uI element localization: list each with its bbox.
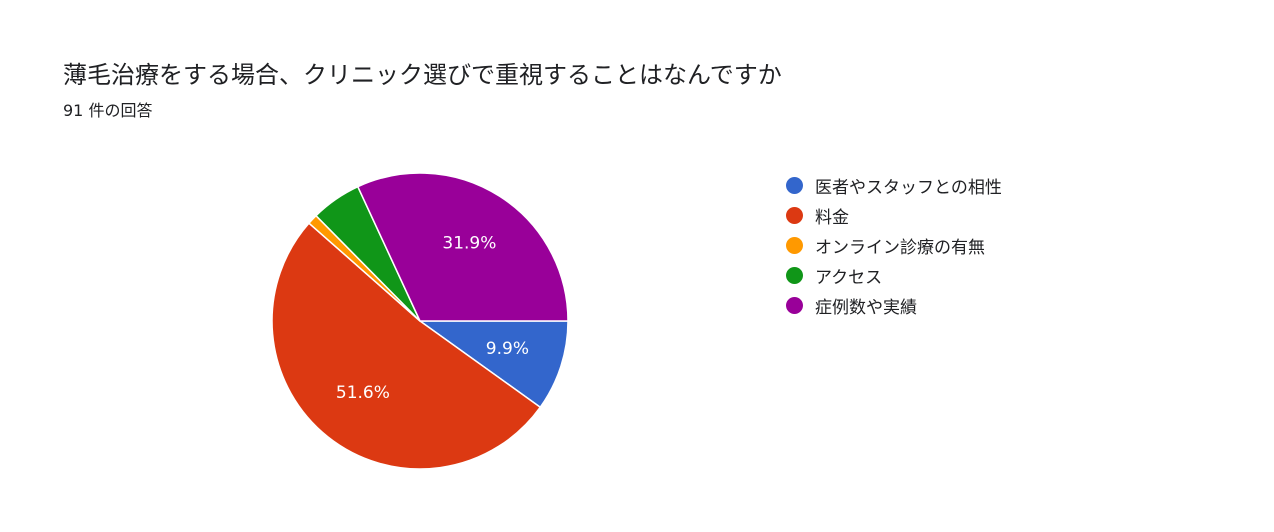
legend-label: アクセス [815, 267, 883, 288]
chart-legend: 医者やスタッフとの相性 料金オンライン診療の有無 アクセス症例数や実績 [786, 170, 1002, 320]
legend-label: 症例数や実績 [815, 297, 917, 318]
legend-item[interactable]: アクセス [786, 260, 1002, 290]
legend-label: 料金 [815, 207, 849, 228]
legend-label: オンライン診療の有無 [815, 237, 985, 258]
legend-item[interactable]: 症例数や実績 [786, 290, 1002, 320]
legend-swatch-icon [786, 176, 803, 194]
legend-item[interactable]: オンライン診療の有無 [786, 230, 1002, 260]
legend-item[interactable]: 料金 [786, 200, 1002, 230]
response-count: 91 件の回答 [63, 101, 153, 120]
pie-slice-label-1: 51.6% [336, 383, 390, 403]
legend-swatch-icon [786, 206, 803, 224]
chart-title: 薄毛治療をする場合、クリニック選びで重視することはなんですか [63, 61, 782, 89]
legend-item[interactable]: 医者やスタッフとの相性 [786, 170, 1002, 200]
pie-slice-0[interactable] [417, 320, 569, 409]
legend-label: 医者やスタッフとの相性 [815, 177, 1002, 198]
pie-slice-label-4: 31.9% [442, 234, 496, 254]
pie-slice-label-0: 9.9% [486, 339, 529, 359]
legend-swatch-icon [786, 236, 803, 254]
pie-slice-4[interactable] [356, 172, 569, 322]
legend-swatch-icon [786, 266, 803, 284]
pie-slice-1[interactable] [271, 222, 542, 470]
legend-swatch-icon [786, 296, 803, 314]
